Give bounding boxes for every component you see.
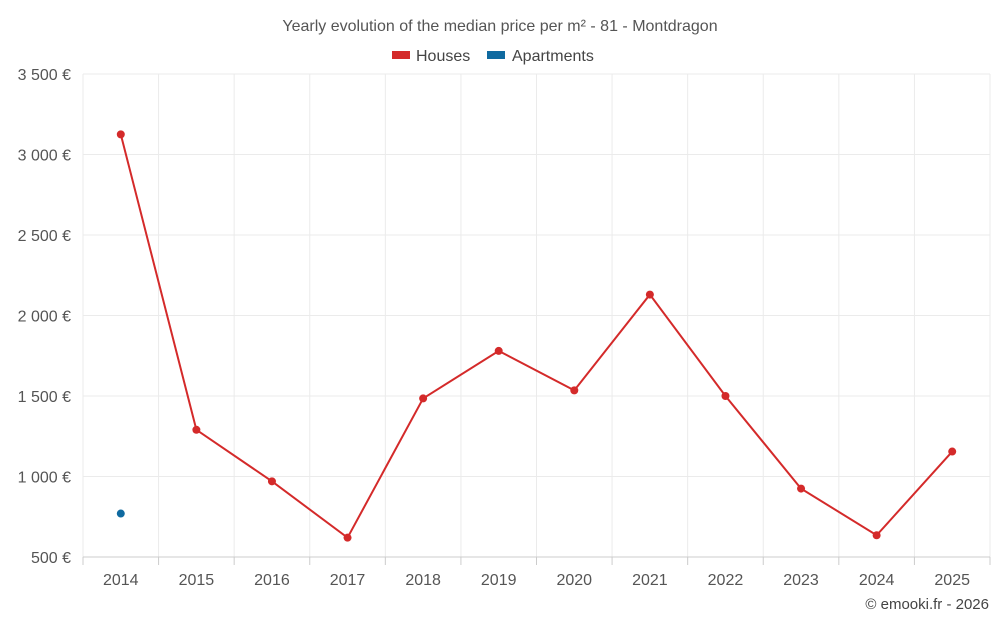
y-tick-label: 1 000 € — [18, 470, 71, 487]
data-point-houses[interactable] — [570, 386, 579, 395]
y-tick-label: 500 € — [31, 550, 71, 567]
x-tick-label: 2021 — [632, 572, 668, 589]
data-point-houses[interactable] — [343, 533, 352, 542]
legend: Houses Apartments — [392, 48, 594, 65]
y-tick-label: 3 500 € — [18, 67, 71, 84]
chart-title: Yearly evolution of the median price per… — [282, 18, 717, 35]
data-point-houses[interactable] — [192, 425, 201, 434]
x-tick-label: 2015 — [179, 572, 215, 589]
data-point-houses[interactable] — [419, 394, 428, 403]
x-tick-label: 2024 — [859, 572, 895, 589]
x-tick-label: 2023 — [783, 572, 819, 589]
data-point-houses[interactable] — [797, 484, 806, 493]
grid — [82, 73, 991, 557]
series-line-houses — [119, 134, 953, 540]
x-tick-label: 2022 — [708, 572, 744, 589]
y-axis: 500 € 1 000 € 1 500 € 2 000 € 2 500 € 3 000 €… — [18, 67, 71, 567]
x-axis: 2014 2015 2016 2017 2018 2019 2020 2021 2022 2023… — [82, 556, 991, 589]
data-point-houses[interactable] — [948, 447, 957, 456]
x-tick-label: 2019 — [481, 572, 517, 589]
y-tick-label: 1 500 € — [18, 389, 71, 406]
x-tick-label: 2016 — [254, 572, 290, 589]
legend-label-apartments[interactable]: Apartments — [512, 48, 594, 65]
data-point-houses[interactable] — [116, 130, 125, 139]
series-layer — [116, 130, 957, 542]
credit-text: © emooki.fr - 2026 — [865, 596, 989, 613]
data-point-houses[interactable] — [721, 392, 730, 400]
legend-swatch-houses[interactable] — [392, 51, 410, 59]
data-point-houses[interactable] — [267, 477, 276, 486]
x-tick-label: 2018 — [405, 572, 441, 589]
x-tick-label: 2025 — [934, 572, 970, 589]
legend-swatch-apartments[interactable] — [487, 51, 505, 59]
x-tick-label: 2014 — [103, 572, 139, 589]
x-tick-label: 2017 — [330, 572, 366, 589]
data-point-houses[interactable] — [872, 531, 881, 540]
y-tick-label: 2 500 € — [18, 228, 71, 245]
x-tick-label: 2020 — [556, 572, 592, 589]
legend-label-houses[interactable]: Houses — [416, 48, 470, 65]
data-point-houses[interactable] — [494, 346, 503, 355]
y-tick-label: 2 000 € — [18, 309, 71, 326]
data-point-apartments[interactable] — [116, 509, 125, 518]
y-tick-label: 3 000 € — [18, 148, 71, 165]
data-point-houses[interactable] — [645, 290, 654, 299]
